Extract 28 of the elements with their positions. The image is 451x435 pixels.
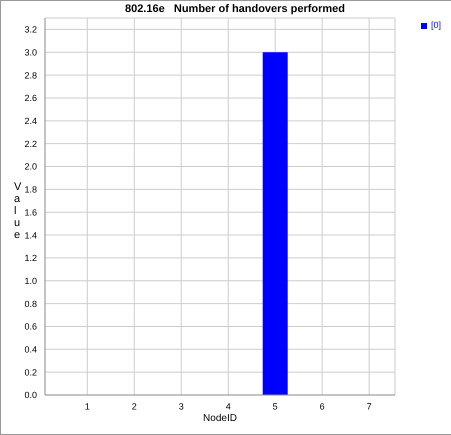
y-tick-label: 1.6	[24, 207, 37, 218]
x-axis-title: NodeID	[203, 413, 237, 424]
y-tick-label: 1.8	[24, 184, 37, 195]
y-tick-label: 3.2	[24, 24, 37, 35]
y-tick-label: 1.0	[24, 276, 37, 286]
legend-label: [0]	[430, 20, 441, 30]
x-tick-label: 5	[272, 401, 278, 412]
y-tick-label: 0.6	[24, 322, 37, 332]
x-tick-label: 7	[366, 401, 372, 412]
y-tick-label: 1.4	[24, 230, 37, 240]
y-tick-label: 2.6	[24, 93, 37, 104]
x-tick-label: 3	[178, 401, 184, 412]
y-tick-label: 2.8	[24, 70, 37, 80]
y-tick-label: 2.4	[24, 116, 37, 126]
y-tick-label: 0.8	[24, 298, 37, 309]
y-tick-label: 0.2	[24, 367, 37, 378]
y-tick-label: 2.0	[24, 162, 37, 172]
y-axis-title: Value	[14, 181, 22, 241]
y-tick-label: 3.0	[24, 47, 37, 58]
chart-title: 802.16e Number of handovers performed	[124, 3, 346, 15]
x-tick-label: 2	[132, 401, 137, 412]
x-tick-label: 6	[320, 401, 325, 412]
y-tick-label: 0.0	[24, 390, 37, 400]
x-tick-label: 1	[84, 401, 90, 412]
y-tick-label: 1.2	[24, 253, 37, 264]
x-tick-label: 4	[226, 401, 231, 412]
y-tick-label: 0.4	[24, 344, 37, 354]
y-tick-label: 2.2	[24, 138, 37, 149]
